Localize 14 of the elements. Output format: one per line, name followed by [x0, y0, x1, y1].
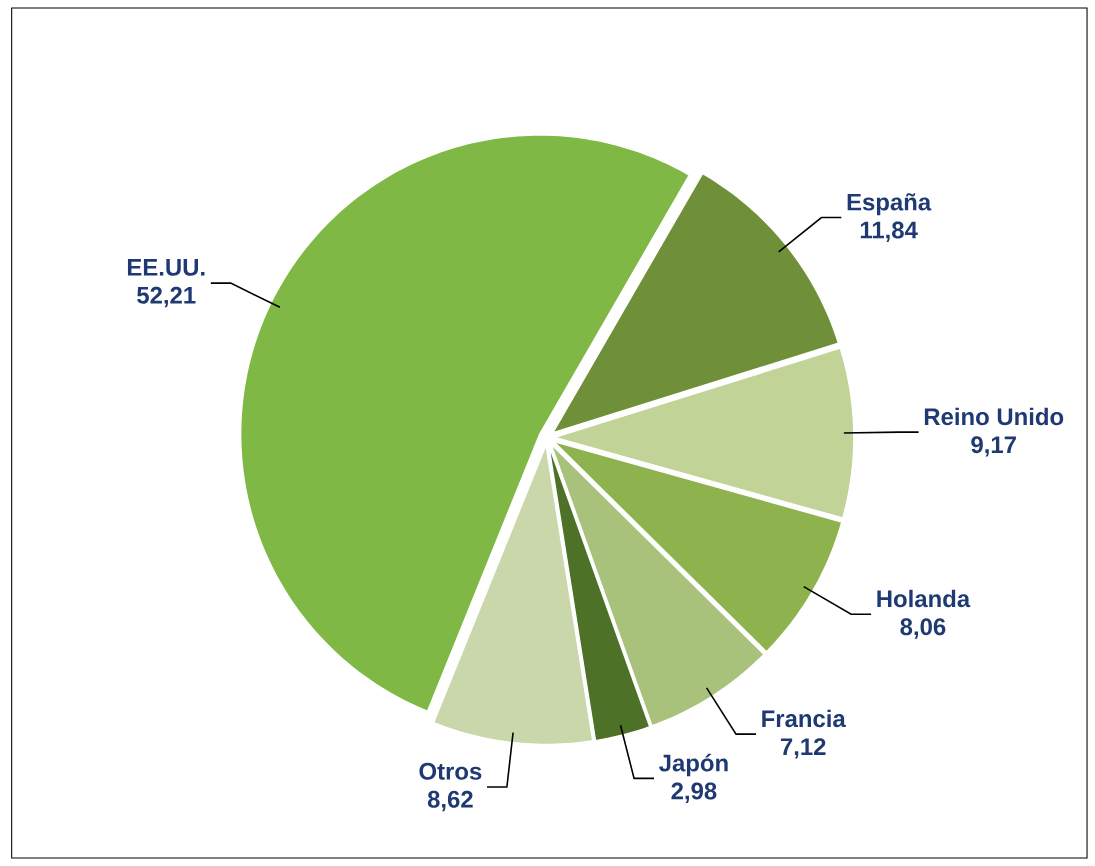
data-label: 8,06 [900, 618, 946, 639]
slice-label: España [847, 193, 932, 216]
data-label: 9,17 [971, 436, 1016, 457]
data-label: 11,84 [860, 221, 918, 242]
slice-label: Otros [419, 762, 482, 780]
slice-label: EE.UU. [127, 259, 205, 276]
data-label: 52,21 [137, 286, 196, 308]
slice-label: Japón [659, 753, 728, 777]
data-label: 2,98 [671, 782, 717, 803]
slice-label: Reino Unido [924, 407, 1064, 426]
slice-label: Francia [762, 709, 846, 728]
slice-label: Holanda [877, 589, 971, 608]
data-label: 7,12 [780, 738, 826, 759]
data-label: 8,62 [427, 790, 473, 812]
